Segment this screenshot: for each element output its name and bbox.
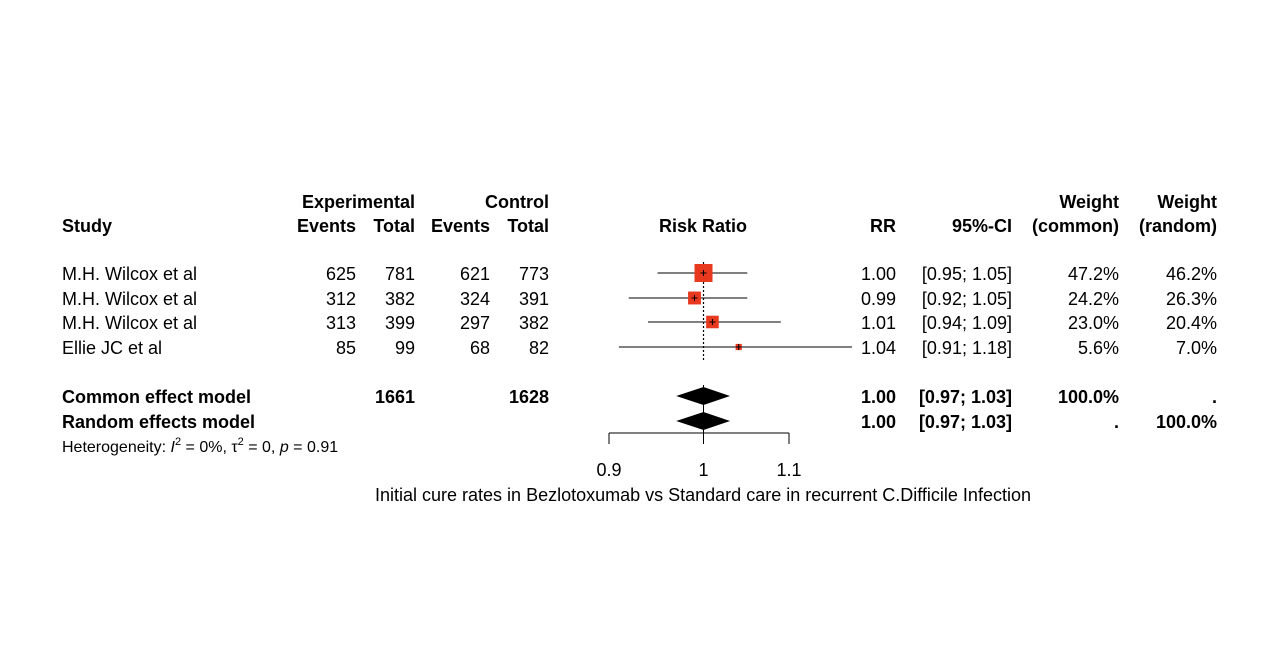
header-study: Study [62, 216, 112, 236]
summary-row-common: Common effect model 1661 1628 1.00 [0.97… [62, 387, 1217, 407]
summary-ctrl-total: 1628 [509, 387, 549, 407]
study-row: M.H. Wilcox et al 312 382 324 391 0.99 [… [62, 289, 1217, 309]
exp-total: 99 [395, 338, 415, 358]
header-weight-common-top: Weight [1059, 192, 1119, 212]
ctrl-events: 324 [460, 289, 490, 309]
x-tick-label: 0.9 [596, 460, 621, 480]
study-name: M.H. Wilcox et al [62, 289, 197, 309]
exp-events: 625 [326, 264, 356, 284]
summary-weight-random: 100.0% [1156, 412, 1217, 432]
summary-ci: [0.97; 1.03] [919, 412, 1012, 432]
weight-common-value: 5.6% [1078, 338, 1119, 358]
header-risk-ratio: Risk Ratio [659, 216, 747, 236]
ci-value: [0.92; 1.05] [922, 289, 1012, 309]
study-name: M.H. Wilcox et al [62, 264, 197, 284]
header-exp-events: Events [297, 216, 356, 236]
summary-diamond [676, 412, 731, 430]
ctrl-total: 82 [529, 338, 549, 358]
heterogeneity-text: Heterogeneity: I2 = 0%, τ2 = 0, p = 0.91 [62, 436, 338, 456]
weight-random-value: 26.3% [1166, 289, 1217, 309]
summary-row-random: Random effects model 1.00 [0.97; 1.03] .… [62, 412, 1217, 432]
ctrl-total: 382 [519, 313, 549, 333]
ci-value: [0.94; 1.09] [922, 313, 1012, 333]
summary-ci: [0.97; 1.03] [919, 387, 1012, 407]
ctrl-events: 621 [460, 264, 490, 284]
weight-random-value: 20.4% [1166, 313, 1217, 333]
study-row: M.H. Wilcox et al 313 399 297 382 1.01 [… [62, 313, 1217, 333]
ctrl-total: 391 [519, 289, 549, 309]
summary-weight-random: . [1212, 387, 1217, 407]
rr-value: 1.04 [861, 338, 896, 358]
x-axis-label: Initial cure rates in Bezlotoxumab vs St… [375, 485, 1031, 505]
header-control: Control [485, 192, 549, 212]
study-name: M.H. Wilcox et al [62, 313, 197, 333]
header-weight-common: (common) [1032, 216, 1119, 236]
rr-value: 0.99 [861, 289, 896, 309]
summary-name: Random effects model [62, 412, 255, 432]
ci-value: [0.95; 1.05] [922, 264, 1012, 284]
weight-common-value: 47.2% [1068, 264, 1119, 284]
header-exp-total: Total [373, 216, 415, 236]
study-row: M.H. Wilcox et al 625 781 621 773 1.00 [… [62, 264, 1217, 284]
exp-total: 399 [385, 313, 415, 333]
weight-random-value: 46.2% [1166, 264, 1217, 284]
weight-common-value: 24.2% [1068, 289, 1119, 309]
study-rows: M.H. Wilcox et al 625 781 621 773 1.00 [… [62, 264, 1217, 358]
x-tick-label: 1.1 [776, 460, 801, 480]
summary-rr: 1.00 [861, 387, 896, 407]
exp-events: 85 [336, 338, 356, 358]
rr-value: 1.01 [861, 313, 896, 333]
ctrl-total: 773 [519, 264, 549, 284]
summary-diamond [676, 387, 731, 405]
rr-value: 1.00 [861, 264, 896, 284]
exp-events: 313 [326, 313, 356, 333]
summary-rr: 1.00 [861, 412, 896, 432]
header-weight-random: (random) [1139, 216, 1217, 236]
header-experimental: Experimental [302, 192, 415, 212]
study-row: Ellie JC et al 85 99 68 82 1.04 [0.91; 1… [62, 338, 1217, 358]
forest-graphics: 0.9 1 1.1 [596, 262, 852, 480]
header-ci: 95%-CI [952, 216, 1012, 236]
weight-common-value: 23.0% [1068, 313, 1119, 333]
header-rr: RR [870, 216, 896, 236]
x-tick-label: 1 [698, 460, 708, 480]
weight-random-value: 7.0% [1176, 338, 1217, 358]
exp-total: 781 [385, 264, 415, 284]
ctrl-events: 68 [470, 338, 490, 358]
summary-exp-total: 1661 [375, 387, 415, 407]
summary-name: Common effect model [62, 387, 251, 407]
summary-weight-common: 100.0% [1058, 387, 1119, 407]
summary-weight-common: . [1114, 412, 1119, 432]
header-ctrl-events: Events [431, 216, 490, 236]
ci-value: [0.91; 1.18] [922, 338, 1012, 358]
exp-events: 312 [326, 289, 356, 309]
ctrl-events: 297 [460, 313, 490, 333]
header-weight-random-top: Weight [1157, 192, 1217, 212]
header-ctrl-total: Total [507, 216, 549, 236]
study-name: Ellie JC et al [62, 338, 162, 358]
exp-total: 382 [385, 289, 415, 309]
